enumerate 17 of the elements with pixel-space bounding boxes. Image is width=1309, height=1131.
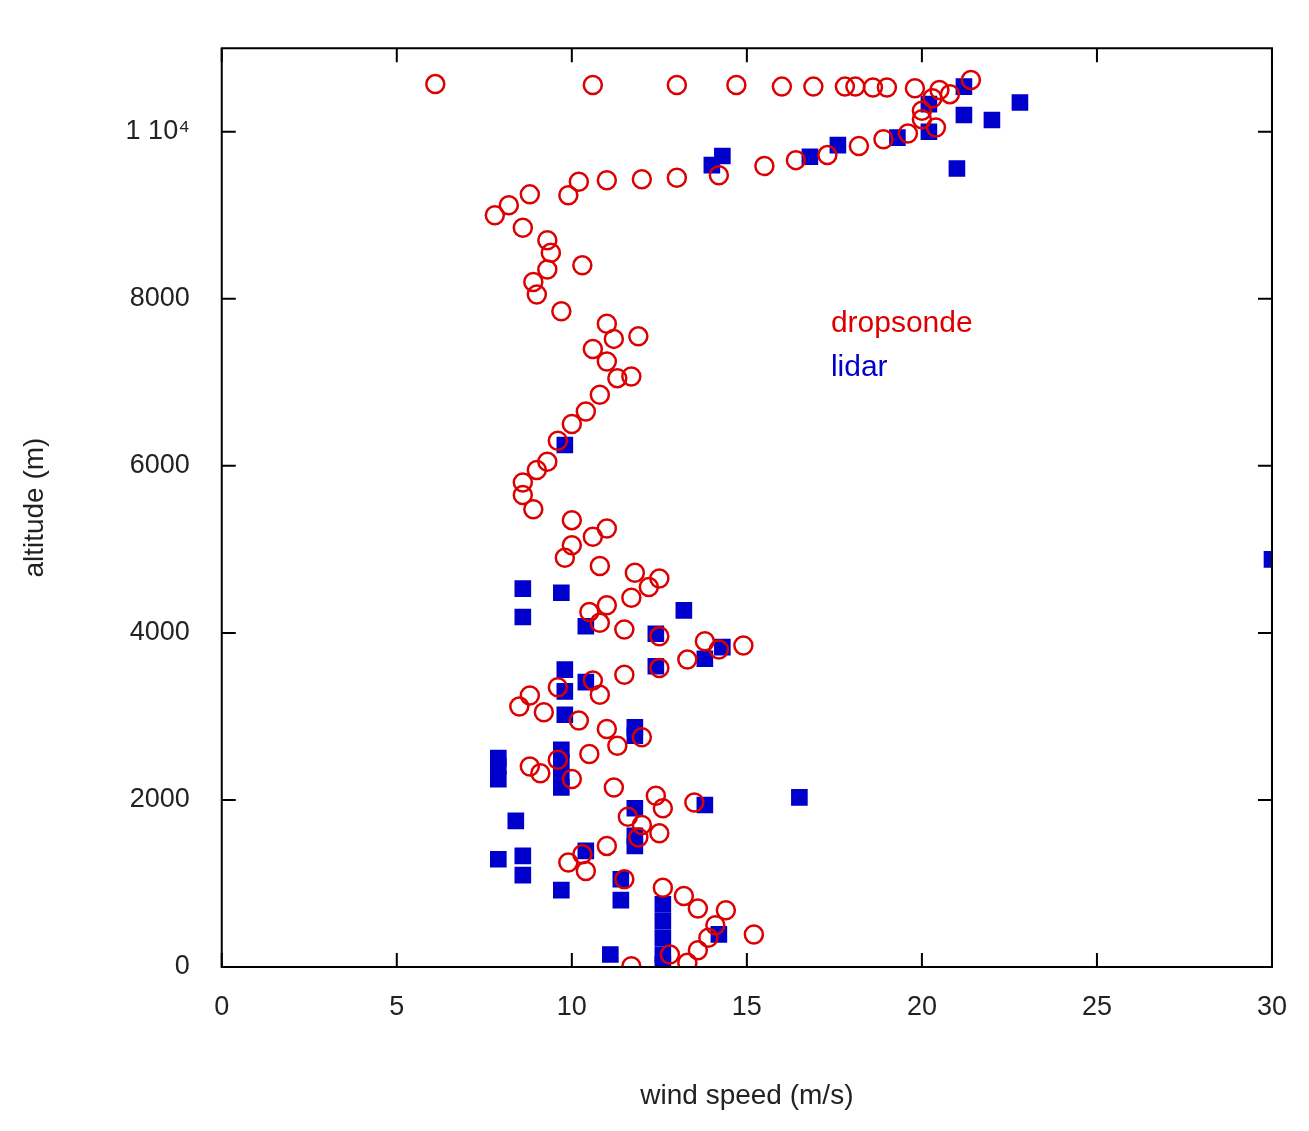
text: lidar — [830, 349, 888, 383]
x-tick-label: 10 — [556, 990, 587, 1021]
y-tick-label: 8000 — [129, 282, 190, 313]
x-tick-label: 20 — [906, 990, 937, 1021]
x-tick-label: 25 — [1081, 990, 1112, 1021]
text: dropsonde — [830, 305, 973, 339]
y-tick-label: 1 10⁴ — [125, 115, 190, 146]
y-tick-label: 0 — [174, 950, 190, 981]
y-tick-label: 2000 — [129, 783, 190, 814]
x-axis-title: wind speed (m/s) — [639, 1078, 854, 1110]
y-tick-label: 4000 — [129, 616, 190, 647]
y-axis-title: altitude (m) — [17, 437, 49, 578]
x-tick-label: 0 — [214, 990, 230, 1021]
x-tick-label: 5 — [389, 990, 405, 1021]
x-tick-label: 30 — [1256, 990, 1288, 1021]
x-tick-label: 15 — [731, 990, 762, 1021]
y-tick-label: 6000 — [129, 449, 190, 480]
